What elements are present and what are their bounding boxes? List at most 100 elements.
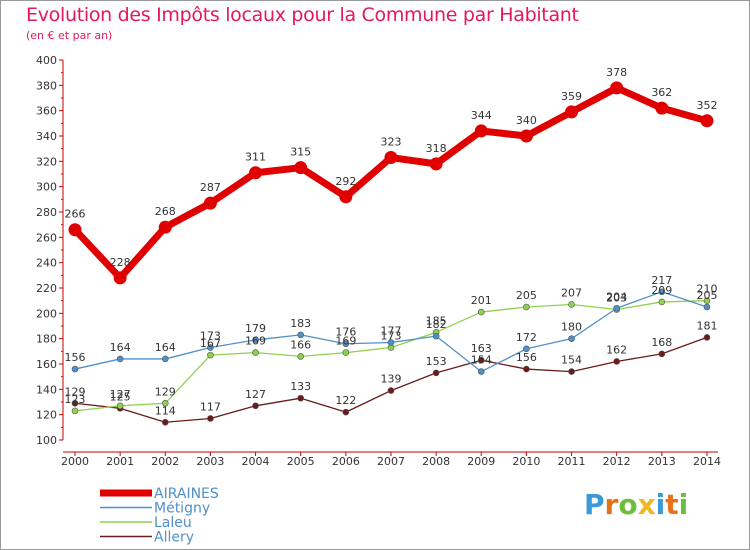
x-tick-label: 2011 — [558, 455, 586, 468]
data-label: 292 — [335, 175, 356, 188]
data-point — [565, 105, 579, 119]
x-tick-label: 2008 — [422, 455, 450, 468]
data-label: 378 — [606, 66, 627, 79]
y-tick-label: 360 — [36, 105, 57, 118]
data-label: 201 — [471, 294, 492, 307]
data-label: 176 — [335, 326, 356, 339]
data-point — [568, 301, 575, 308]
proxiti-logo: Proxiti — [584, 488, 688, 521]
data-point — [252, 349, 259, 356]
data-label: 180 — [561, 321, 582, 334]
data-label: 154 — [561, 354, 582, 367]
y-tick-label: 340 — [36, 130, 57, 143]
data-point — [519, 129, 533, 143]
data-point — [477, 368, 485, 375]
data-label: 172 — [516, 331, 537, 344]
data-point — [523, 345, 530, 353]
data-label: 156 — [65, 351, 86, 364]
y-tick-label: 380 — [36, 79, 57, 92]
data-label: 168 — [651, 336, 672, 349]
data-point — [429, 157, 443, 171]
x-tick-label: 2001 — [106, 455, 134, 468]
data-point — [342, 349, 350, 356]
data-label: 209 — [651, 284, 672, 297]
data-label: 173 — [380, 330, 401, 343]
data-point — [252, 402, 259, 410]
y-tick-label: 400 — [36, 54, 57, 67]
data-label: 268 — [155, 205, 176, 218]
data-point — [339, 190, 353, 204]
y-tick-label: 260 — [36, 231, 57, 244]
data-label: 340 — [516, 114, 537, 127]
y-tick-label: 160 — [36, 358, 57, 371]
data-label: 315 — [290, 146, 311, 159]
data-point — [161, 399, 169, 407]
y-tick-label: 120 — [36, 409, 57, 422]
chart-title: Evolution des Impôts locaux pour la Comm… — [26, 4, 579, 26]
x-tick-label: 2003 — [196, 455, 224, 468]
data-label: 344 — [471, 109, 492, 122]
data-label: 166 — [290, 338, 311, 351]
data-point — [568, 335, 575, 342]
data-label: 323 — [380, 136, 401, 149]
data-point — [658, 298, 666, 306]
data-label: 127 — [245, 388, 266, 401]
data-point — [613, 304, 620, 312]
data-label: 203 — [606, 292, 627, 305]
data-label: 167 — [200, 337, 221, 350]
data-point — [249, 166, 263, 180]
y-tick-label: 240 — [36, 257, 57, 270]
data-point — [658, 288, 666, 296]
series-line-airaines — [72, 84, 708, 282]
data-label: 181 — [696, 319, 717, 332]
data-label: 179 — [245, 322, 266, 335]
data-label: 205 — [516, 289, 537, 302]
data-point — [207, 344, 214, 351]
y-tick-label: 320 — [36, 155, 57, 168]
data-point — [71, 365, 79, 373]
data-point — [474, 124, 488, 138]
data-label: 311 — [245, 151, 266, 164]
data-label: 182 — [426, 318, 447, 331]
data-point — [207, 415, 214, 422]
chart-data-labels: 129 125 114 117 127 133 122 139 153 163 156 154 162 1… — [65, 66, 718, 417]
data-label: 169 — [335, 335, 356, 348]
chart-subtitle: (en € et par an) — [26, 29, 113, 42]
legend-label: Laleu — [154, 515, 192, 531]
data-point — [613, 358, 620, 365]
data-point — [703, 334, 711, 341]
data-label: 359 — [561, 90, 582, 103]
y-tick-label: 300 — [36, 181, 57, 194]
data-point — [161, 418, 169, 426]
data-point — [523, 303, 530, 311]
data-point — [297, 331, 305, 339]
data-label: 362 — [651, 86, 672, 99]
data-point — [297, 353, 305, 360]
data-point — [71, 399, 79, 407]
data-label: 177 — [380, 324, 401, 337]
y-tick-label: 220 — [36, 282, 57, 295]
data-label: 318 — [426, 142, 447, 155]
data-point — [342, 408, 350, 416]
y-tick-label: 200 — [36, 307, 57, 320]
data-label: 266 — [65, 208, 86, 221]
data-label: 207 — [561, 286, 582, 299]
data-point — [342, 340, 350, 348]
data-label: 163 — [471, 342, 492, 355]
data-point — [568, 368, 575, 375]
data-label: 164 — [110, 341, 131, 354]
data-point — [700, 114, 714, 128]
data-point — [161, 355, 169, 363]
data-label: 169 — [245, 335, 266, 348]
data-point — [294, 161, 308, 175]
x-tick-label: 2007 — [377, 455, 405, 468]
x-tick-label: 2012 — [603, 455, 631, 468]
y-tick-label: 280 — [36, 206, 57, 219]
data-label: 185 — [426, 314, 447, 327]
legend-label: AIRAINES — [154, 486, 219, 502]
data-point — [384, 151, 398, 165]
data-label: 173 — [200, 330, 221, 343]
data-point — [207, 351, 214, 359]
